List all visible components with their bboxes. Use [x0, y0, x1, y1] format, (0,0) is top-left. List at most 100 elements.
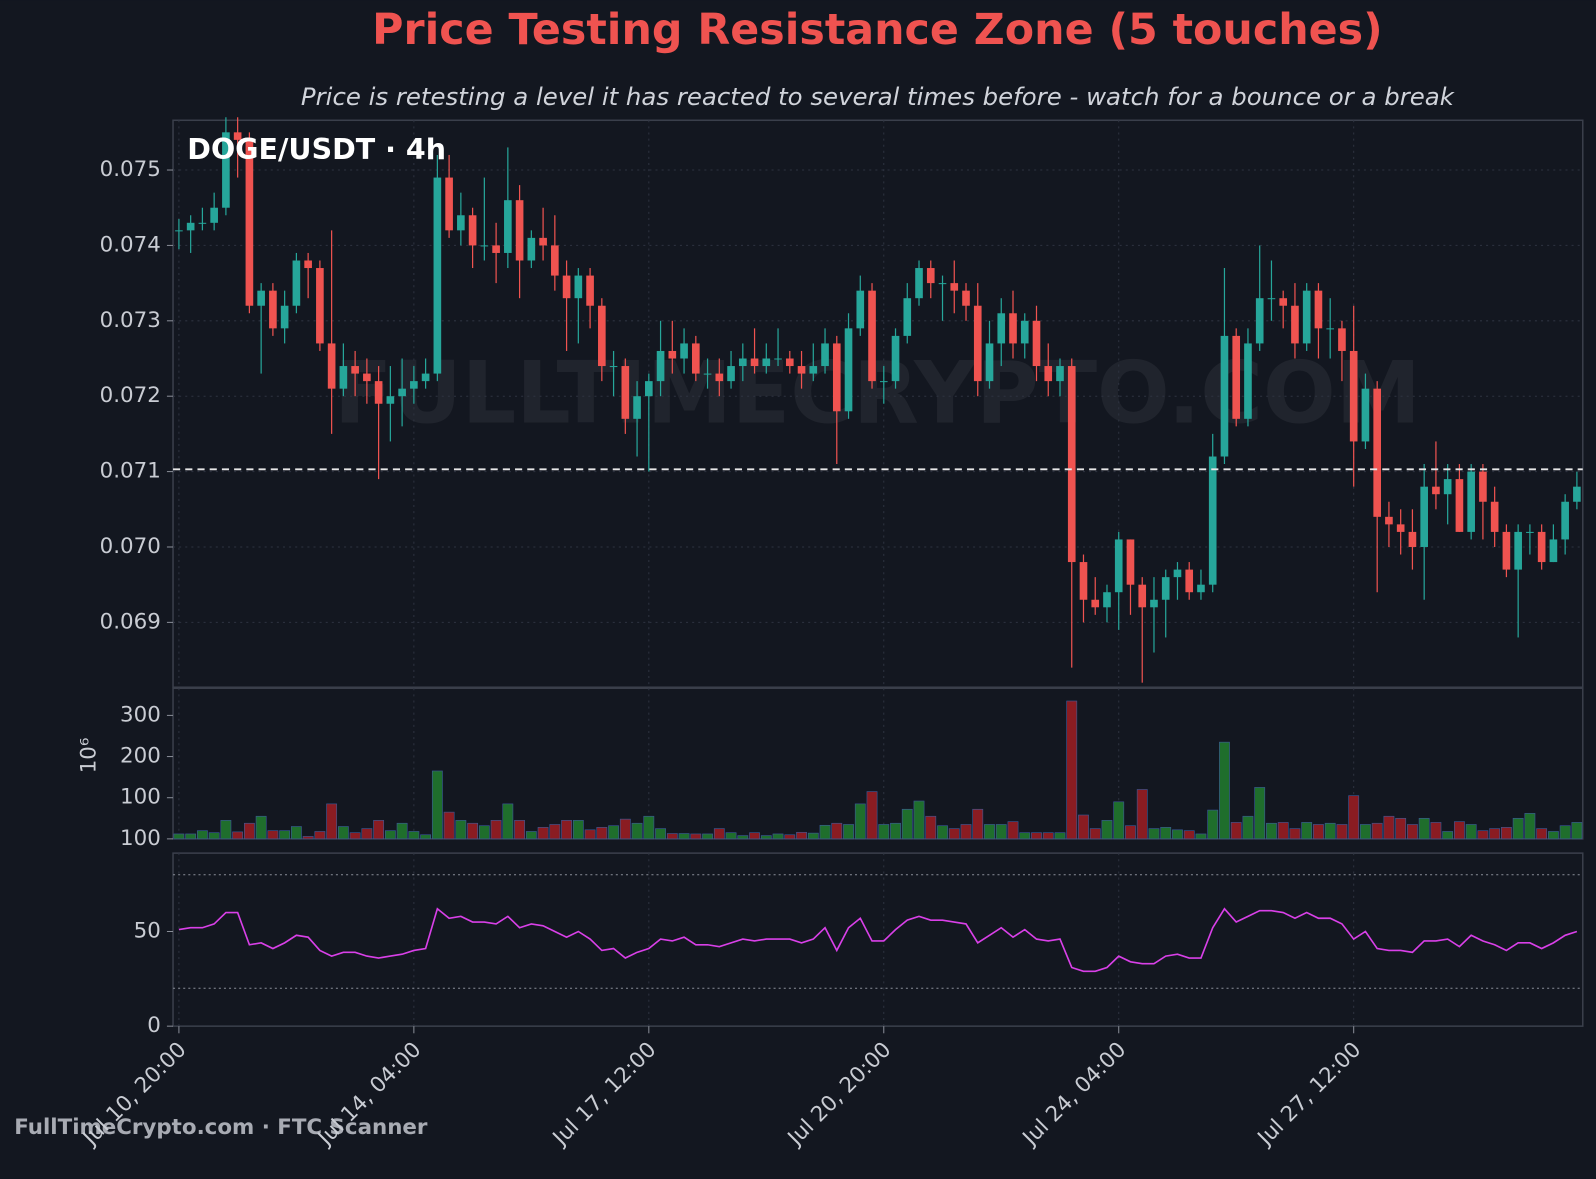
volume-bar	[1395, 817, 1407, 840]
volume-bar	[878, 824, 890, 840]
volume-bar	[831, 822, 843, 840]
volume-bar	[244, 822, 255, 840]
volume-bar	[1571, 822, 1583, 840]
volume-bar	[972, 808, 984, 840]
candle-body	[1173, 569, 1182, 578]
volume-bar	[502, 803, 514, 840]
volume-bar	[384, 830, 396, 840]
candle-body	[280, 305, 289, 329]
candle-body	[1385, 516, 1393, 525]
volume-bar	[220, 820, 232, 840]
volume-bar	[208, 832, 220, 840]
volume-bar	[290, 826, 302, 840]
candle-body	[1114, 539, 1123, 593]
candle-body	[1432, 486, 1440, 495]
volume-bar	[1501, 827, 1512, 840]
candle-body	[363, 373, 371, 382]
volume-bar	[1042, 832, 1054, 840]
volume-bar	[1301, 822, 1313, 840]
candle-body	[879, 381, 888, 383]
candle-body	[950, 283, 959, 291]
candle-body	[386, 396, 395, 404]
candle-body	[351, 366, 359, 374]
candle-body	[1244, 343, 1252, 419]
volume-bar	[913, 800, 925, 840]
candle-body	[433, 177, 442, 374]
candle-body	[222, 132, 230, 208]
volume-bar	[443, 811, 455, 840]
candle-body	[750, 358, 759, 367]
candle-body	[398, 388, 406, 397]
volume-bar	[420, 834, 432, 840]
volume-bar	[1371, 822, 1383, 840]
candle-body	[1479, 471, 1487, 502]
volume-bar	[960, 824, 972, 840]
panel-frame	[172, 852, 1584, 1027]
candle-body	[715, 373, 724, 382]
candle-body	[269, 290, 277, 329]
volume-bar	[1313, 824, 1324, 840]
volume-bar	[1019, 832, 1031, 840]
candle-body	[1150, 599, 1158, 608]
volume-bar	[854, 803, 866, 840]
volume-bar	[1407, 824, 1418, 840]
volume-bar	[1172, 829, 1183, 840]
volume-bar	[279, 830, 291, 840]
candle-body	[1232, 335, 1241, 419]
candle-body	[1443, 479, 1452, 495]
symbol-label: DOGE/USDT · 4h	[187, 133, 446, 166]
volume-bar	[1054, 832, 1066, 840]
candle-body	[1490, 501, 1499, 532]
candle-body	[1032, 320, 1041, 367]
volume-bar	[713, 828, 725, 840]
candle-body	[1467, 471, 1475, 532]
volume-bar	[1324, 822, 1336, 840]
volume-axis-label: 10⁶	[77, 738, 102, 774]
y-tick-label: 100	[120, 826, 161, 851]
volume-bar	[1442, 831, 1454, 840]
volume-bar	[361, 828, 373, 840]
y-tick-label: 0.070	[100, 534, 161, 559]
candle-body	[680, 343, 688, 359]
chart-subtitle: Price is retesting a level it has reacte…	[301, 82, 1455, 111]
y-tick-label: 100	[120, 785, 161, 810]
volume-bar	[796, 831, 807, 840]
candle-body	[562, 275, 571, 299]
volume-bar	[267, 830, 279, 840]
volume-bar	[197, 830, 208, 840]
volume-bar	[525, 831, 537, 840]
candle-body	[1291, 305, 1299, 344]
candle-body	[1103, 592, 1111, 608]
candle-body	[609, 366, 618, 368]
candle-body	[985, 343, 994, 382]
volume-bar	[1160, 827, 1172, 840]
candle-body	[1361, 388, 1370, 442]
candle-body	[1079, 562, 1088, 600]
candle-body	[821, 343, 829, 367]
candle-body	[656, 350, 665, 382]
candle-body	[1255, 298, 1264, 344]
candle-body	[1279, 298, 1288, 306]
y-tick-label: 0	[147, 1013, 161, 1038]
candle-body	[339, 366, 348, 389]
panel-frame	[172, 119, 1584, 688]
volume-bar	[1113, 801, 1125, 840]
candle-body	[1349, 350, 1358, 442]
candle-body	[774, 358, 782, 360]
volume-bar	[948, 828, 960, 840]
volume-bar	[1207, 809, 1219, 840]
candle-body	[926, 268, 935, 284]
candle-body	[962, 290, 970, 306]
candle-body	[785, 358, 794, 367]
candle-body	[633, 396, 641, 419]
candle-body	[175, 230, 183, 232]
volume-bar	[396, 822, 408, 840]
candle-body	[186, 222, 195, 231]
candle-body	[421, 373, 430, 382]
candle-body	[1561, 501, 1569, 540]
candle-body	[1420, 486, 1428, 547]
y-tick-label: 0.074	[100, 232, 161, 257]
volume-bar	[1512, 817, 1524, 840]
volume-bar	[1078, 814, 1089, 840]
